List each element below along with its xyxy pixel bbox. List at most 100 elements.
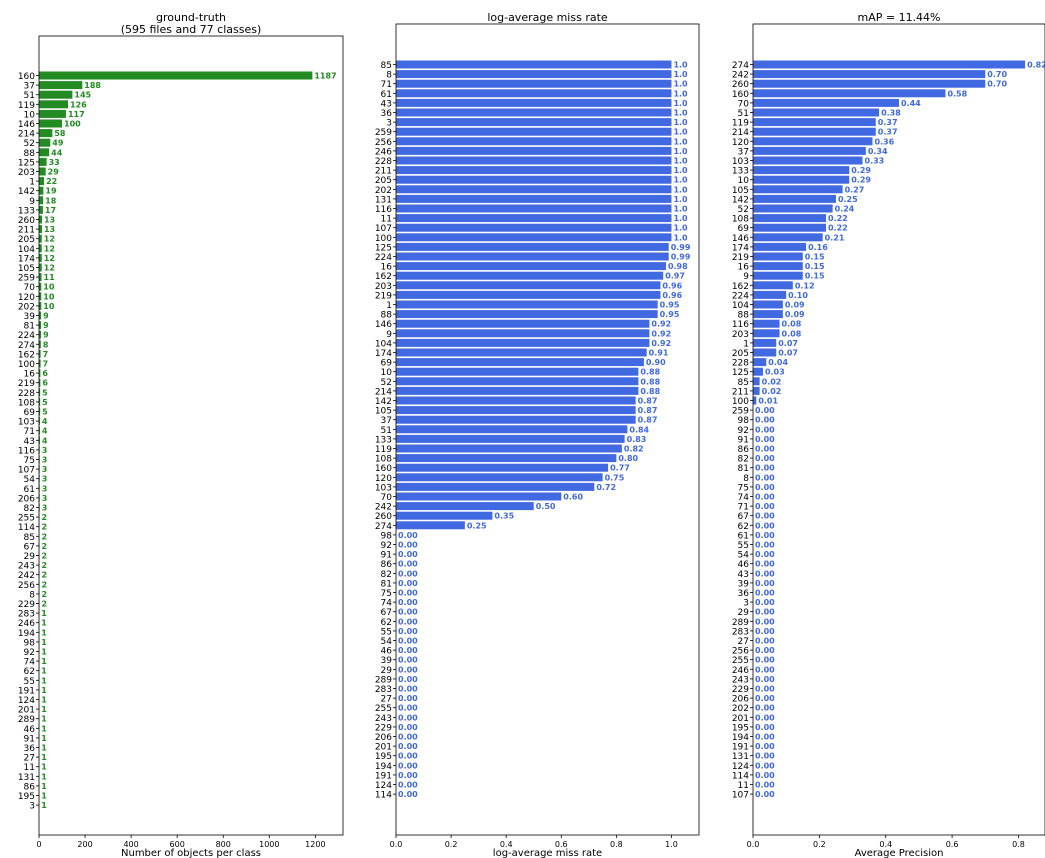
panel2-category-label-214: 214 <box>375 387 392 397</box>
panel2-value-label-160: 0.77 <box>610 464 630 473</box>
panel3-category-label-16: 16 <box>738 263 750 273</box>
panel1-bar-228 <box>39 388 41 397</box>
panel2-category-label-211: 211 <box>375 167 392 177</box>
panel2-value-label-67: 0.00 <box>398 608 418 617</box>
panel2-bar-107 <box>396 223 672 232</box>
panel2-category-label-62: 62 <box>381 618 392 628</box>
panel1-bar-174 <box>39 253 42 262</box>
panel1-title-line-1: ground-truth <box>156 11 226 24</box>
panel3-title-line-1: mAP = 11.44% <box>857 11 940 24</box>
panel3-value-label-46: 0.00 <box>755 560 775 569</box>
panel2-value-label-119: 0.82 <box>624 445 644 454</box>
panel1-bar-259 <box>39 273 42 282</box>
panel3-value-label-105: 0.27 <box>845 185 865 194</box>
panel2-value-label-3: 1.0 <box>673 118 688 127</box>
panel2-category-label-116: 116 <box>375 205 392 215</box>
panel2-category-label-160: 160 <box>375 464 392 474</box>
panel1-category-label-3: 3 <box>29 802 35 812</box>
panel2-value-label-46: 0.00 <box>398 646 418 655</box>
panel2-value-label-1: 0.95 <box>660 301 680 310</box>
panel2-category-label-255: 255 <box>375 704 392 714</box>
panel3-value-label-283: 0.00 <box>755 627 775 636</box>
panel2-value-label-74: 0.00 <box>398 598 418 607</box>
panel2-bar-146 <box>396 319 650 328</box>
panel3-value-label-195: 0.00 <box>755 723 775 732</box>
panel1-value-label-201: 1 <box>41 705 47 714</box>
panel3-category-label-29: 29 <box>738 608 750 618</box>
panel2-value-label-174: 0.91 <box>649 349 669 358</box>
panel3-value-label-256: 0.00 <box>755 646 775 655</box>
panel1-value-label-229: 2 <box>41 600 47 609</box>
panel3-value-label-43: 0.00 <box>755 569 775 578</box>
panel2-value-label-43: 1.0 <box>673 99 688 108</box>
panel2-value-label-162: 0.97 <box>665 272 685 281</box>
panel3-value-label-51: 0.38 <box>881 109 901 118</box>
panel2-bar-37 <box>396 415 636 424</box>
panel1-bar-69 <box>39 407 41 416</box>
panel1-category-label-61: 61 <box>24 485 35 495</box>
panel1-bar-71 <box>39 426 40 435</box>
panel1-category-label-160: 160 <box>18 72 35 82</box>
panel1-value-label-81: 9 <box>43 321 49 330</box>
panel3-value-label-201: 0.00 <box>755 713 775 722</box>
panel3-bar-174 <box>753 242 807 251</box>
panel2-value-label-246: 1.0 <box>673 147 688 156</box>
panel2-category-label-246: 246 <box>375 147 392 157</box>
panel1-category-label-91: 91 <box>24 734 35 744</box>
panel3-value-label-10: 0.29 <box>851 176 871 185</box>
panel1-category-label-107: 107 <box>18 466 35 476</box>
panel2-category-label-146: 146 <box>375 320 392 330</box>
panel2-value-label-82: 0.00 <box>398 569 418 578</box>
panel1-category-label-255: 255 <box>18 514 35 524</box>
panel3-value-label-229: 0.00 <box>755 685 775 694</box>
panel3-value-label-202: 0.00 <box>755 704 775 713</box>
panel3-value-label-191: 0.00 <box>755 742 775 751</box>
panel3-value-label-81: 0.00 <box>755 464 775 473</box>
panel3-category-label-100: 100 <box>732 397 749 407</box>
panel1-xtick-label: 400 <box>123 840 138 849</box>
panel3-bar-70 <box>753 98 899 107</box>
panel3-axes-frame <box>752 23 1045 836</box>
panel2-bar-69 <box>396 358 644 367</box>
panel2-category-label-131: 131 <box>375 195 392 205</box>
panel2-value-label-51: 0.84 <box>629 425 649 434</box>
panel3-category-label-205: 205 <box>732 349 749 359</box>
panel2-bar-85 <box>396 60 672 69</box>
panel1-value-label-116: 3 <box>42 446 48 455</box>
panel3-value-label-75: 0.00 <box>755 483 775 492</box>
panel3-value-label-100: 0.01 <box>758 397 778 406</box>
panel2-value-label-81: 0.00 <box>398 579 418 588</box>
panel3-bar-242 <box>753 70 986 79</box>
panel3-category-label-246: 246 <box>732 666 749 676</box>
panel3-category-label-191: 191 <box>732 743 749 753</box>
panel3-category-label-255: 255 <box>732 656 749 666</box>
panel2-bar-202 <box>396 185 672 194</box>
panel3-bar-224 <box>753 290 787 299</box>
panel3-value-label-52: 0.24 <box>835 205 855 214</box>
panel2-bar-119 <box>396 444 622 453</box>
panel3-value-label-8: 0.00 <box>755 473 775 482</box>
panel1-category-label-194: 194 <box>18 629 35 639</box>
panel3-category-label-67: 67 <box>738 512 749 522</box>
panel1-bar-260 <box>39 215 42 224</box>
panel3-value-label-104: 0.09 <box>785 301 805 310</box>
panel1-category-label-162: 162 <box>18 350 35 360</box>
panel3-category-label-43: 43 <box>738 570 749 580</box>
panel3-category-label-206: 206 <box>732 695 749 705</box>
panel3-category-label-103: 103 <box>732 157 749 167</box>
panel2-bar-88 <box>396 310 658 319</box>
panel3-xtick-label: 0.2 <box>813 840 826 849</box>
panel2-category-label-142: 142 <box>375 397 392 407</box>
panel1-value-label-39: 9 <box>43 312 49 321</box>
panel3-value-label-246: 0.00 <box>755 665 775 674</box>
panel3-value-label-120: 0.36 <box>874 137 894 146</box>
panel3-bar-69 <box>753 223 826 232</box>
panel2-bar-43 <box>396 98 672 107</box>
panel2-value-label-289: 0.00 <box>398 675 418 684</box>
panel1-value-label-9: 18 <box>45 196 57 205</box>
panel2-value-label-9: 0.92 <box>651 329 671 338</box>
panel1-value-label-107: 3 <box>42 465 48 474</box>
panel3-category-label-224: 224 <box>732 291 749 301</box>
panel1-value-label-71: 4 <box>42 427 48 436</box>
panel1-value-label-43: 4 <box>42 436 48 445</box>
